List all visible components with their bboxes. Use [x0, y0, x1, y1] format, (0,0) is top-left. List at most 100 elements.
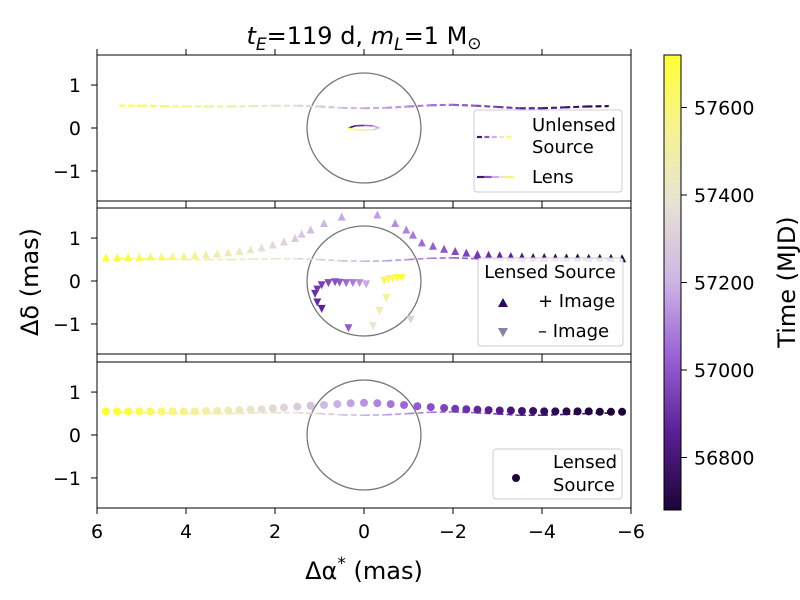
plus-image-point [113, 252, 122, 261]
legend-lensed-source-line1: Lensed [553, 452, 617, 473]
lensed-source-point [373, 399, 382, 408]
plus-image-point [235, 246, 244, 255]
lensed-source-point [426, 403, 435, 412]
plus-image-point [417, 238, 426, 247]
panel1-legend: Unlensed Source Lens [473, 109, 623, 193]
plus-image-point [337, 212, 346, 221]
colorbar-tick-label: 57200 [694, 273, 754, 295]
panel-lensed-images: 1 0 −1 Lensed Source + Image – Image [53, 202, 632, 360]
panel2-legend-box [477, 257, 624, 347]
legend-plus-image-label: + Image [538, 291, 615, 312]
minus-image-point [344, 324, 353, 333]
plus-image-point [101, 253, 110, 262]
legend-lensed-source-title: Lensed Source [484, 262, 616, 283]
plus-image-point [190, 251, 199, 260]
y-tick-label: −1 [53, 161, 81, 183]
panel1-legend-box [473, 109, 623, 193]
unlensed-source-track-panel3-segment [386, 412, 409, 416]
lensed-source-point [506, 406, 515, 415]
legend-lens-label: Lens [532, 167, 574, 188]
y-tick-label: 0 [69, 271, 81, 293]
plus-image-point [440, 244, 449, 253]
unlensed-source-track-segment [541, 106, 565, 110]
unlensed-source-track-segment [452, 103, 476, 107]
plus-image-point [157, 252, 166, 261]
minus-image-point [313, 285, 322, 294]
lensed-source-point [360, 398, 368, 407]
legend-minus-image-label: – Image [538, 321, 609, 342]
lensed-source-point [540, 407, 549, 416]
panel-lensed-source: 6 4 2 0 −2 −4 −6 1 0 −1 Lensed Source [53, 356, 645, 543]
minus-image-point [375, 307, 384, 316]
plus-image-point [224, 248, 233, 257]
plus-image-point [484, 250, 493, 259]
lensed-source-point [346, 399, 355, 408]
unlensed-source-track-panel2-segment [452, 257, 476, 260]
minus-image-point [368, 322, 377, 331]
unlensed-source-track-panel2-segment [319, 258, 342, 262]
unlensed-source-track-segment [319, 105, 342, 109]
panel3-legend: Lensed Source [492, 448, 623, 500]
lensed-source-point [451, 404, 460, 413]
lensed-source-point [113, 407, 122, 416]
lens-track-segment [372, 127, 380, 131]
y-tick-label: −1 [53, 468, 81, 490]
chart-title: tE=119 d, mL=1 M⊙ [246, 22, 481, 55]
x-tick-label: −4 [528, 521, 556, 543]
colorbar-tick-label: 57600 [694, 98, 754, 120]
colorbar-label: Time (MJD) [773, 216, 800, 348]
lensed-source-point [157, 407, 166, 416]
lensed-source-point [190, 407, 199, 416]
lensed-source-point [551, 407, 560, 416]
y-tick-label: 0 [69, 118, 81, 140]
title-t-symbol: t [246, 22, 257, 50]
colorbar: 56800 57000 57200 57400 57600 Time (MJD) [663, 54, 800, 511]
legend-lensed-source-line2: Source [553, 475, 615, 496]
lensed-source-point [333, 400, 342, 409]
panel3-data [101, 379, 627, 491]
lensed-source-point [440, 403, 449, 412]
minus-image-point [348, 279, 357, 288]
minus-image-point [331, 278, 340, 287]
colorbar-ticks: 56800 57000 57200 57400 57600 [681, 98, 754, 470]
plus-image-point [279, 237, 288, 246]
plus-image-point [451, 246, 460, 255]
lensed-source-point [400, 400, 409, 409]
lensed-source-point [235, 406, 244, 415]
einstein-ring-3 [306, 379, 422, 491]
plus-image-point [257, 243, 266, 252]
lensed-source-point [413, 402, 422, 411]
lensed-source-point [595, 407, 604, 416]
title-m-symbol: m [371, 22, 394, 50]
colorbar-gradient [663, 54, 682, 511]
title-m-rest: =1 M [404, 22, 468, 50]
title-t-rest: =119 d, [267, 22, 371, 50]
lensed-source-point [306, 401, 315, 410]
minus-image-point [317, 304, 326, 313]
legend-unlensed-label-line2: Source [532, 137, 594, 158]
plus-image-point [408, 230, 417, 239]
y-tick-label: 1 [69, 382, 81, 404]
lensed-source-point [268, 404, 277, 413]
x-axis-delta: Δα [305, 557, 337, 585]
x-tick-label: 0 [358, 521, 370, 543]
lensed-source-point [101, 407, 110, 416]
unlensed-source-track-segment [297, 104, 320, 108]
lensed-source-point [462, 405, 471, 414]
unlensed-source-track-panel2-segment [408, 257, 431, 261]
lensed-source-point [573, 407, 582, 416]
minus-image-point [317, 281, 326, 290]
lensed-source-point [517, 406, 526, 415]
plus-image-point [268, 240, 277, 249]
minus-image-point [311, 289, 320, 298]
lensed-source-point [473, 405, 482, 414]
legend-plus-image-marker [498, 298, 508, 307]
plus-image-point [202, 250, 211, 259]
lensed-source-point [562, 407, 571, 416]
x-tick-label: 6 [91, 521, 103, 543]
colorbar-tick-label: 57000 [694, 360, 754, 382]
plus-image-point [213, 249, 222, 258]
unlensed-source-track-panel2-segment [297, 257, 320, 261]
y-tick-label: −1 [53, 314, 81, 336]
lensed-source-point [529, 406, 538, 415]
